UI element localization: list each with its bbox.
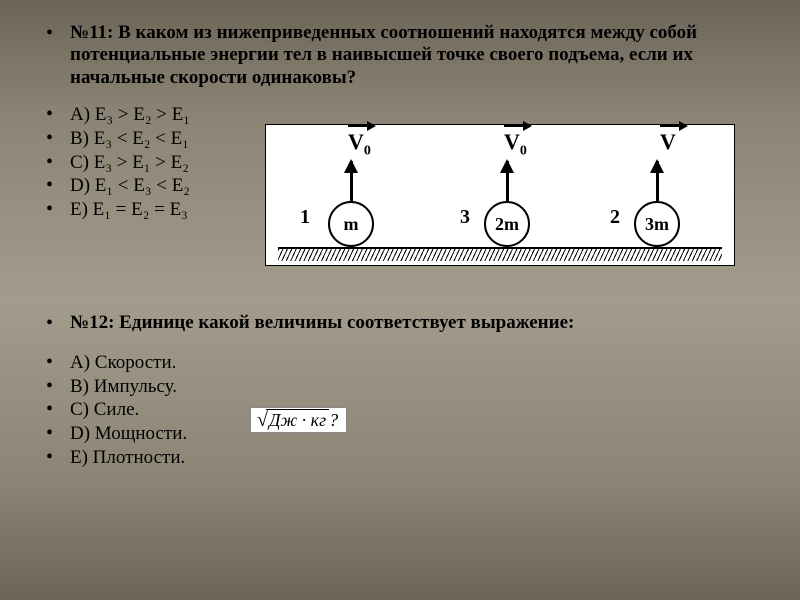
option-label: D) E₁ < E₃ < E₂ xyxy=(70,174,190,198)
velocity-label: V0 xyxy=(348,129,371,159)
ball: m xyxy=(328,201,374,247)
option: •B) Импульсу. xyxy=(46,375,760,399)
bullet: • xyxy=(46,22,70,45)
ball-number: 3 xyxy=(460,206,470,229)
ball: 3m xyxy=(634,201,680,247)
sqrt-icon: √Дж · кг xyxy=(257,409,329,432)
option-label: D) Мощности. xyxy=(70,422,187,446)
formula-radicand: Дж · кг xyxy=(266,409,329,431)
velocity-label: V xyxy=(660,129,676,155)
option: •E) Плотности. xyxy=(46,446,760,470)
question-12: • №12: Единице какой величины соответств… xyxy=(46,312,760,335)
velocity-arrow xyxy=(656,161,659,201)
question-12-text: №12: Единице какой величины соответствуе… xyxy=(70,312,760,334)
option-label: A) E₃ > E₂ > E₁ xyxy=(70,103,190,127)
ball: 2m xyxy=(484,201,530,247)
formula: √Дж · кг ? xyxy=(250,407,347,433)
option-label: E) Плотности. xyxy=(70,446,185,470)
velocity-label: V0 xyxy=(504,129,527,159)
velocity-arrow xyxy=(350,161,353,201)
option-label: B) E₃ < E₂ < E₁ xyxy=(70,127,189,151)
velocity-arrow xyxy=(506,161,509,201)
question-11: • №11: В каком из нижеприведенных соотно… xyxy=(46,22,760,89)
formula-suffix: ? xyxy=(329,410,338,431)
question-12-options: •A) Скорости. •B) Импульсу. •C) Силе. •D… xyxy=(46,351,760,470)
option: •C) Силе. xyxy=(46,398,760,422)
physics-diagram: 1m V0 3 2m V0 2 3m V xyxy=(265,124,735,266)
bullet: • xyxy=(46,312,70,335)
option: •A) Скорости. xyxy=(46,351,760,375)
option-label: C) Силе. xyxy=(70,398,139,422)
option-label: B) Импульсу. xyxy=(70,375,177,399)
ground-hatch xyxy=(278,249,722,261)
question-11-text: №11: В каком из нижеприведенных соотноше… xyxy=(70,22,760,89)
option: •D) Мощности. xyxy=(46,422,760,446)
ball-number: 2 xyxy=(610,206,620,229)
ball-number: 1 xyxy=(300,206,310,229)
option-label: E) E₁ = E₂ = E₃ xyxy=(70,198,188,222)
option-label: C) E₃ > E₁ > E₂ xyxy=(70,151,189,175)
option-label: A) Скорости. xyxy=(70,351,176,375)
